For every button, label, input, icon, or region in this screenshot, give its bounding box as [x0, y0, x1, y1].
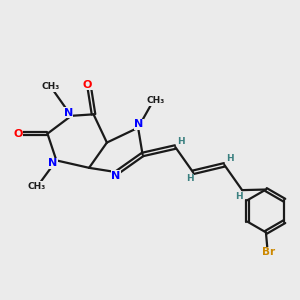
Text: O: O: [13, 129, 22, 139]
Text: CH₃: CH₃: [28, 182, 46, 191]
Text: H: H: [226, 154, 233, 164]
Text: CH₃: CH₃: [147, 97, 165, 106]
Text: Br: Br: [262, 247, 275, 257]
Text: N: N: [64, 108, 73, 118]
Text: N: N: [111, 171, 120, 181]
Text: H: H: [186, 174, 194, 183]
Text: O: O: [83, 80, 92, 90]
Text: H: H: [177, 136, 184, 146]
Text: H: H: [236, 192, 243, 201]
Text: N: N: [48, 158, 57, 168]
Text: N: N: [134, 119, 143, 129]
Text: CH₃: CH₃: [41, 82, 60, 91]
